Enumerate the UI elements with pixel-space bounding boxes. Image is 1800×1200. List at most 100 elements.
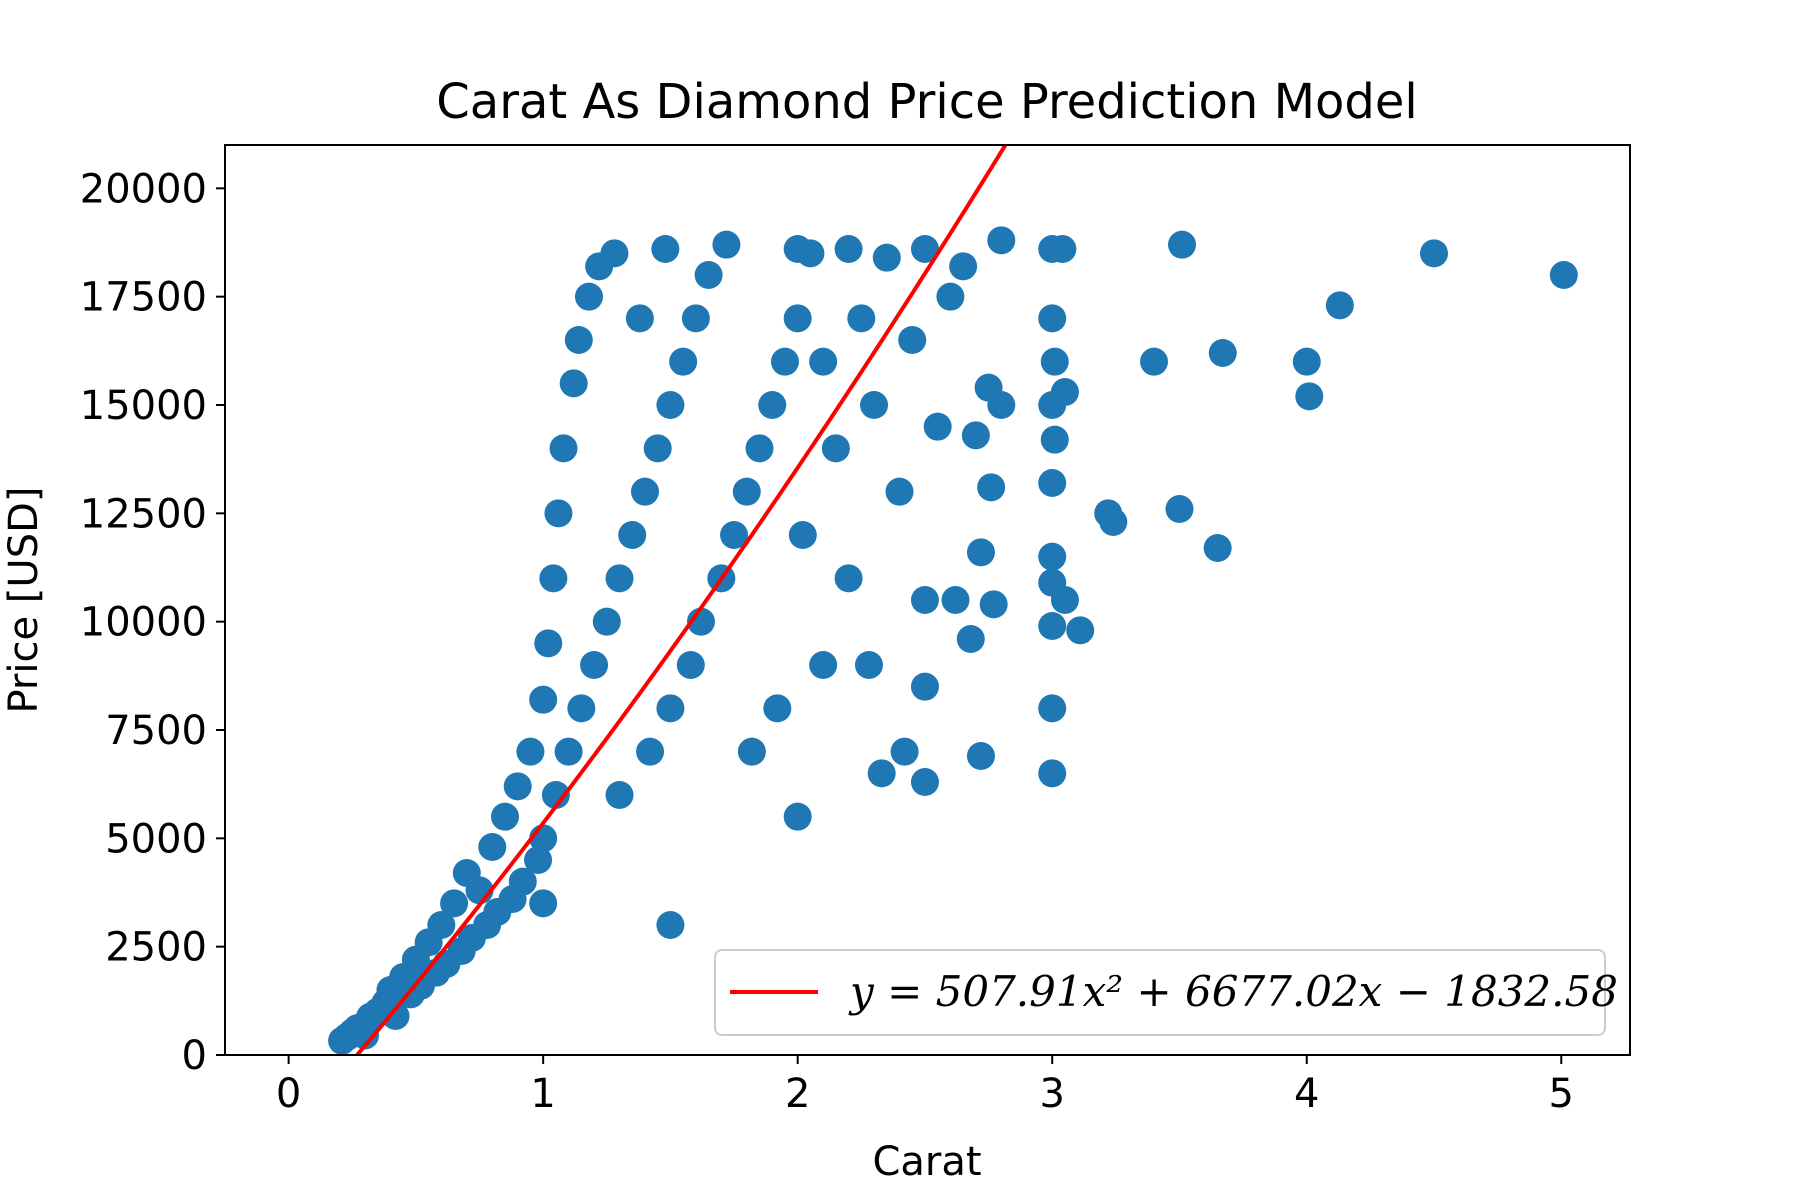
scatter-point <box>651 235 680 263</box>
scatter-point <box>1050 586 1079 614</box>
plot-frame <box>224 144 1631 1056</box>
scatter-point <box>694 261 723 289</box>
y-tick-label: 2500 <box>105 925 207 971</box>
scatter-point <box>559 369 588 398</box>
scatter-point <box>712 230 741 259</box>
legend: y = 507.91x² + 6677.02x − 1832.58 <box>714 949 1618 1036</box>
fit-line <box>354 145 1008 1055</box>
x-tick-label: 3 <box>1039 1071 1064 1117</box>
scatter-point <box>966 538 995 567</box>
scatter-point <box>490 802 519 831</box>
scatter-point <box>567 694 596 723</box>
fit-line-layer <box>354 145 1008 1055</box>
y-tick-label: 5000 <box>105 816 207 862</box>
scatter-point <box>643 434 672 463</box>
scatter-point <box>605 564 634 593</box>
scatter-point <box>987 391 1016 419</box>
scatter-point <box>549 434 578 463</box>
scatter-point <box>508 867 537 896</box>
scatter-point <box>910 672 939 701</box>
scatter-point <box>1295 382 1324 411</box>
scatter-point <box>516 737 545 766</box>
scatter-point <box>630 477 659 506</box>
scatter-point <box>910 586 939 614</box>
scatter-point <box>478 833 507 861</box>
scatter-point <box>987 226 1016 255</box>
scatter-point <box>1038 469 1067 497</box>
scatter-point <box>427 911 456 939</box>
scatter-point <box>910 235 939 263</box>
scatter-point <box>681 304 710 333</box>
x-tick-label: 2 <box>785 1071 810 1117</box>
y-tick-label: 10000 <box>80 600 207 646</box>
x-tick-label: 4 <box>1294 1071 1319 1117</box>
scatter-point <box>770 347 799 376</box>
scatter-point <box>676 651 705 679</box>
legend-box <box>714 949 1606 1036</box>
scatter-point <box>440 889 469 918</box>
y-tick-label: 17500 <box>80 275 207 321</box>
scatter-point <box>936 282 965 311</box>
scatter-point <box>890 737 919 766</box>
scatter-point <box>534 629 563 658</box>
scatter-point <box>783 802 812 831</box>
scatter-point <box>1040 347 1069 376</box>
scatter-point <box>1140 347 1169 376</box>
scatter-point <box>574 282 603 311</box>
scatter-point <box>758 391 787 419</box>
scatter-point <box>529 889 558 918</box>
scatter-point <box>854 651 883 679</box>
scatter-point <box>885 477 914 506</box>
scatter-point <box>1040 425 1069 454</box>
x-axis-ticks: 0 1 2 3 4 5 <box>276 1055 1574 1117</box>
scatter-point <box>979 590 1008 619</box>
x-tick-label: 0 <box>276 1071 301 1117</box>
scatter-point <box>564 326 593 354</box>
y-tick-label: 12500 <box>80 491 207 537</box>
y-axis-label: Price [USD] <box>1 487 47 714</box>
scatter-point <box>524 846 553 874</box>
scatter-point <box>867 759 896 788</box>
scatter-point <box>381 1002 410 1030</box>
scatter-point <box>1208 339 1237 367</box>
scatter-point <box>737 737 766 766</box>
y-axis-ticks: 0 2500 5000 7500 10000 12500 15000 17500 20000 <box>80 166 225 1079</box>
scatter-point <box>1050 378 1079 406</box>
scatter-point <box>898 326 927 354</box>
scatter-point <box>1168 230 1197 259</box>
scatter-point <box>592 607 621 636</box>
scatter-point <box>796 239 825 268</box>
scatter-point <box>656 694 685 723</box>
x-axis-label: Carat <box>872 1139 981 1185</box>
scatter-point <box>1066 616 1095 645</box>
scatter-point <box>539 564 568 593</box>
scatter-point <box>580 651 609 679</box>
y-tick-label: 15000 <box>80 383 207 429</box>
scatter-point <box>600 239 629 268</box>
scatter-point <box>636 737 665 766</box>
scatter-point <box>1325 291 1354 320</box>
scatter-point <box>503 772 532 801</box>
scatter-point <box>1038 304 1067 333</box>
scatter-point <box>554 737 583 766</box>
scatter-point <box>821 434 850 463</box>
scatter-point <box>847 304 876 333</box>
scatter-point <box>977 473 1006 502</box>
scatter-point <box>834 564 863 593</box>
scatter-point <box>763 694 792 723</box>
scatter-point <box>720 521 749 549</box>
scatter-point <box>1099 508 1128 536</box>
scatter-point <box>783 304 812 333</box>
scatter-point <box>961 421 990 450</box>
scatter-point <box>605 781 634 809</box>
scatter-point <box>625 304 654 333</box>
scatter-point <box>834 235 863 263</box>
scatter-point <box>1292 347 1321 376</box>
scatter-point <box>1038 759 1067 788</box>
scatter-point <box>656 391 685 419</box>
y-tick-label: 7500 <box>105 708 207 754</box>
scatter-point <box>544 499 573 528</box>
chart-title: Carat As Diamond Price Prediction Model <box>436 74 1417 130</box>
scatter-point <box>788 521 817 549</box>
